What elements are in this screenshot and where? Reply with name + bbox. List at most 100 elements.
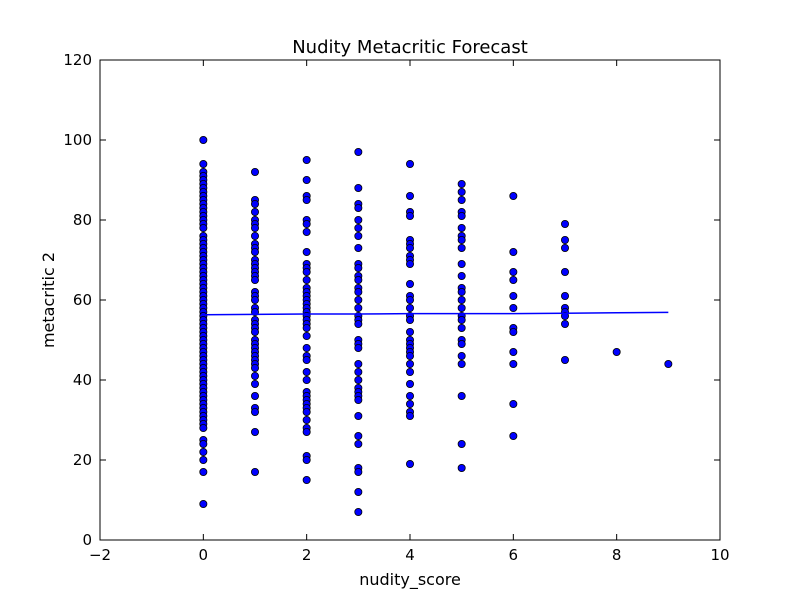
scatter-point [199, 467, 208, 476]
scatter-point [302, 275, 311, 284]
scatter-point [509, 399, 518, 408]
y-tick-label: 40 [73, 371, 92, 389]
scatter-point [457, 223, 466, 232]
scatter-point [457, 323, 466, 332]
scatter-point [457, 351, 466, 360]
scatter-point [354, 367, 363, 376]
scatter-point [354, 215, 363, 224]
scatter-point [354, 287, 363, 296]
scatter-point [664, 359, 673, 368]
scatter-point [457, 187, 466, 196]
scatter-point [199, 423, 208, 432]
scatter-point [457, 391, 466, 400]
y-tick-label: 0 [82, 531, 92, 549]
scatter-point [612, 347, 621, 356]
scatter-point [405, 259, 414, 268]
scatter-point [509, 275, 518, 284]
scatter-point [302, 367, 311, 376]
scatter-point [250, 327, 259, 336]
scatter-point [354, 375, 363, 384]
scatter-point [354, 487, 363, 496]
scatter-point [561, 235, 570, 244]
scatter-point [561, 355, 570, 364]
scatter-point [405, 379, 414, 388]
scatter-point [405, 243, 414, 252]
scatter-point [405, 399, 414, 408]
scatter-point [199, 159, 208, 168]
scatter-point [509, 303, 518, 312]
scatter-point [250, 167, 259, 176]
scatter-point [405, 279, 414, 288]
scatter-point [405, 459, 414, 468]
scatter-point [250, 427, 259, 436]
x-axis-label: nudity_score [359, 570, 461, 590]
forecast-line [203, 311, 669, 316]
scatter-point [354, 319, 363, 328]
scatter-point [250, 223, 259, 232]
scatter-point [405, 391, 414, 400]
chart-title: Nudity Metacritic Forecast [292, 37, 528, 58]
scatter-point [509, 267, 518, 276]
scatter-point [199, 439, 208, 448]
scatter-point [561, 291, 570, 300]
scatter-point [302, 219, 311, 228]
scatter-point [302, 407, 311, 416]
scatter-point [354, 343, 363, 352]
x-tick-label: 4 [405, 546, 415, 564]
scatter-point [405, 367, 414, 376]
scatter-point [457, 359, 466, 368]
scatter-point [250, 467, 259, 476]
x-tick-label: 10 [710, 546, 729, 564]
scatter-point [457, 243, 466, 252]
scatter-point [354, 275, 363, 284]
scatter-point [509, 291, 518, 300]
scatter-point [405, 211, 414, 220]
scatter-point [561, 267, 570, 276]
x-tick-label: 8 [612, 546, 622, 564]
scatter-point [354, 203, 363, 212]
scatter-point [509, 191, 518, 200]
y-tick-label: 120 [63, 51, 92, 69]
scatter-point [354, 147, 363, 156]
scatter-point [354, 243, 363, 252]
scatter-point [302, 427, 311, 436]
scatter-point [405, 191, 414, 200]
points-layer [199, 135, 673, 516]
scatter-point [250, 391, 259, 400]
y-tick-label: 80 [73, 211, 92, 229]
scatter-point [457, 439, 466, 448]
scatter-point [250, 295, 259, 304]
x-tick-label: −2 [89, 546, 111, 564]
scatter-point [561, 319, 570, 328]
scatter-point [302, 355, 311, 364]
scatter-point [354, 231, 363, 240]
scatter-point [405, 295, 414, 304]
scatter-point [302, 323, 311, 332]
scatter-point [509, 247, 518, 256]
scatter-point [405, 315, 414, 324]
scatter-point [199, 223, 208, 232]
scatter-point [354, 223, 363, 232]
scatter-point [302, 331, 311, 340]
scatter-point [302, 267, 311, 276]
scatter-point [405, 327, 414, 336]
scatter-point [250, 199, 259, 208]
scatter-point [302, 195, 311, 204]
fit-line-layer [203, 311, 669, 316]
scatter-point [509, 431, 518, 440]
scatter-point [250, 207, 259, 216]
scatter-point [457, 295, 466, 304]
scatter-point [250, 231, 259, 240]
scatter-point [457, 235, 466, 244]
scatter-point [250, 363, 259, 372]
scatter-point [199, 135, 208, 144]
scatter-point [509, 347, 518, 356]
scatter-point [457, 179, 466, 188]
scatter-point [457, 195, 466, 204]
scatter-point [302, 227, 311, 236]
scatter-point [354, 395, 363, 404]
scatter-point [250, 247, 259, 256]
scatter-point [199, 447, 208, 456]
y-tick-label: 20 [73, 451, 92, 469]
scatter-point [354, 411, 363, 420]
